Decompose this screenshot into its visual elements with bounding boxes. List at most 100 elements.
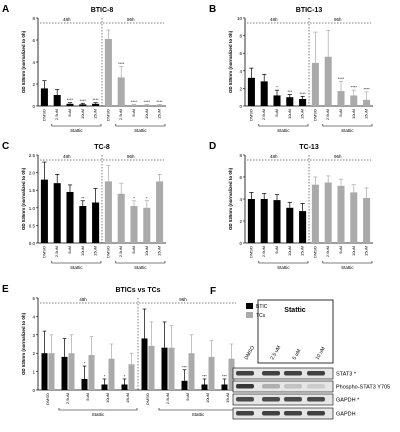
bar: [81, 378, 88, 390]
x-tick-label: 5uM: [338, 109, 343, 117]
y-tick-label: 1: [32, 370, 35, 375]
bar: [228, 358, 235, 390]
bar: [104, 181, 112, 243]
y-tick-label: 0: [239, 241, 242, 246]
y-tick-label: 6: [239, 51, 242, 56]
y-tick-label: 10: [237, 16, 243, 21]
blot-band: [236, 384, 254, 389]
y-tick-label: 0: [32, 104, 35, 109]
x-tick-label: 15uM: [93, 246, 98, 256]
y-tick-label: 2.5: [29, 153, 36, 158]
blot-band: [307, 411, 325, 416]
stattic-label: Stattic: [277, 128, 290, 133]
stattic-label: Stattic: [341, 128, 354, 133]
x-tick-label: 5uM: [274, 109, 279, 117]
bar: [143, 207, 151, 243]
significance-mark: ****: [92, 97, 99, 102]
x-tick-label: 10uM: [287, 109, 292, 119]
significance-mark: ****: [131, 99, 138, 104]
x-tick-label: 15uM: [157, 109, 162, 119]
bar: [141, 338, 148, 390]
significance-mark: *: [104, 373, 106, 378]
lane-label: 5 uM: [292, 348, 303, 361]
time-label-96h: 96h: [127, 154, 135, 159]
bar: [260, 199, 268, 243]
significance-mark: ****: [351, 85, 358, 90]
y-tick-label: 4: [239, 197, 242, 202]
x-tick-label: 2.5uM: [261, 246, 266, 257]
stattic-bracket: [322, 124, 373, 127]
y-tick-label: 8: [32, 16, 35, 21]
blot-band: [236, 371, 254, 376]
bar: [286, 97, 294, 106]
x-tick-label: 2.5uM: [165, 393, 170, 404]
lane-label: 2.5 uM: [270, 345, 283, 361]
chart-panel-c: C TC-8 0.0 0.5 1.0 1.5 2.0 2.5 OD 535nm (normali…: [2, 141, 166, 270]
blot-band: [284, 371, 302, 376]
chart-title: TC-8: [94, 144, 110, 151]
bar: [201, 384, 208, 390]
y-tick-label: 0.0: [29, 241, 36, 246]
bar: [337, 185, 345, 243]
x-tick-label: DMSO: [312, 109, 317, 121]
stattic-label: Stattic: [134, 265, 147, 270]
x-tick-label: 2.5uM: [118, 109, 123, 120]
x-tick-label: 15uM: [125, 393, 130, 403]
y-tick-label: 0: [32, 388, 35, 393]
significance-mark: ****: [363, 86, 370, 91]
significance-mark: **: [81, 195, 85, 200]
legend-swatch: [246, 312, 253, 318]
significance-mark: *: [84, 361, 86, 366]
blot-band: [262, 384, 280, 389]
x-tick-label: 5uM: [85, 393, 90, 401]
lane-label: 10 uM: [315, 346, 327, 361]
bar: [299, 211, 307, 243]
time-label-96h: 96h: [179, 297, 187, 302]
x-tick-label: DMSO: [248, 246, 253, 258]
treatment-box: [257, 299, 334, 364]
bar: [104, 38, 112, 106]
y-tick-label: 6: [32, 38, 35, 43]
significance-mark: ***: [182, 364, 187, 369]
stattic-bracket: [58, 408, 138, 411]
significance-mark: ****: [80, 98, 87, 103]
legend-label: BTIC: [256, 304, 268, 310]
time-label-96h: 96h: [334, 17, 342, 22]
x-tick-label: 5uM: [274, 246, 279, 254]
x-tick-label: 10uM: [144, 246, 149, 256]
y-tick-label: 2: [32, 82, 35, 87]
bar: [337, 91, 345, 106]
chart-panel-d: D TC-13 0 2 4 6 8 OD 535nm (normalized to 0h) 48…: [209, 141, 373, 270]
bar: [363, 99, 371, 106]
time-label-48h: 48h: [79, 297, 87, 302]
x-tick-label: DMSO: [45, 393, 50, 405]
bar: [148, 345, 155, 390]
bar: [273, 200, 281, 243]
bar: [79, 104, 87, 106]
time-label-96h: 96h: [334, 154, 342, 159]
time-label-48h: 48h: [63, 17, 71, 22]
bar: [188, 353, 195, 390]
x-tick-label: 15uM: [364, 246, 369, 256]
bar: [311, 62, 319, 106]
bar: [40, 179, 48, 243]
y-tick-label: 0: [239, 104, 242, 109]
bar: [161, 347, 168, 390]
blot-strip: [232, 393, 334, 406]
significance-mark: ***: [287, 89, 292, 94]
panel-letter: D: [209, 141, 216, 152]
x-tick-label: 10uM: [351, 109, 356, 119]
stattic-bracket: [258, 261, 309, 264]
time-label-48h: 48h: [63, 154, 71, 159]
y-tick-label: 3: [32, 333, 35, 338]
significance-mark: ****: [338, 76, 345, 81]
panel-letter: E: [2, 284, 9, 295]
x-tick-label: DMSO: [105, 246, 110, 258]
bar: [324, 182, 332, 243]
x-tick-label: 15uM: [225, 393, 230, 403]
y-axis-label: OD 535nm (normalized to 0h): [21, 312, 26, 375]
blot-band: [284, 397, 302, 402]
bar: [130, 206, 138, 243]
significance-mark: *: [146, 195, 148, 200]
